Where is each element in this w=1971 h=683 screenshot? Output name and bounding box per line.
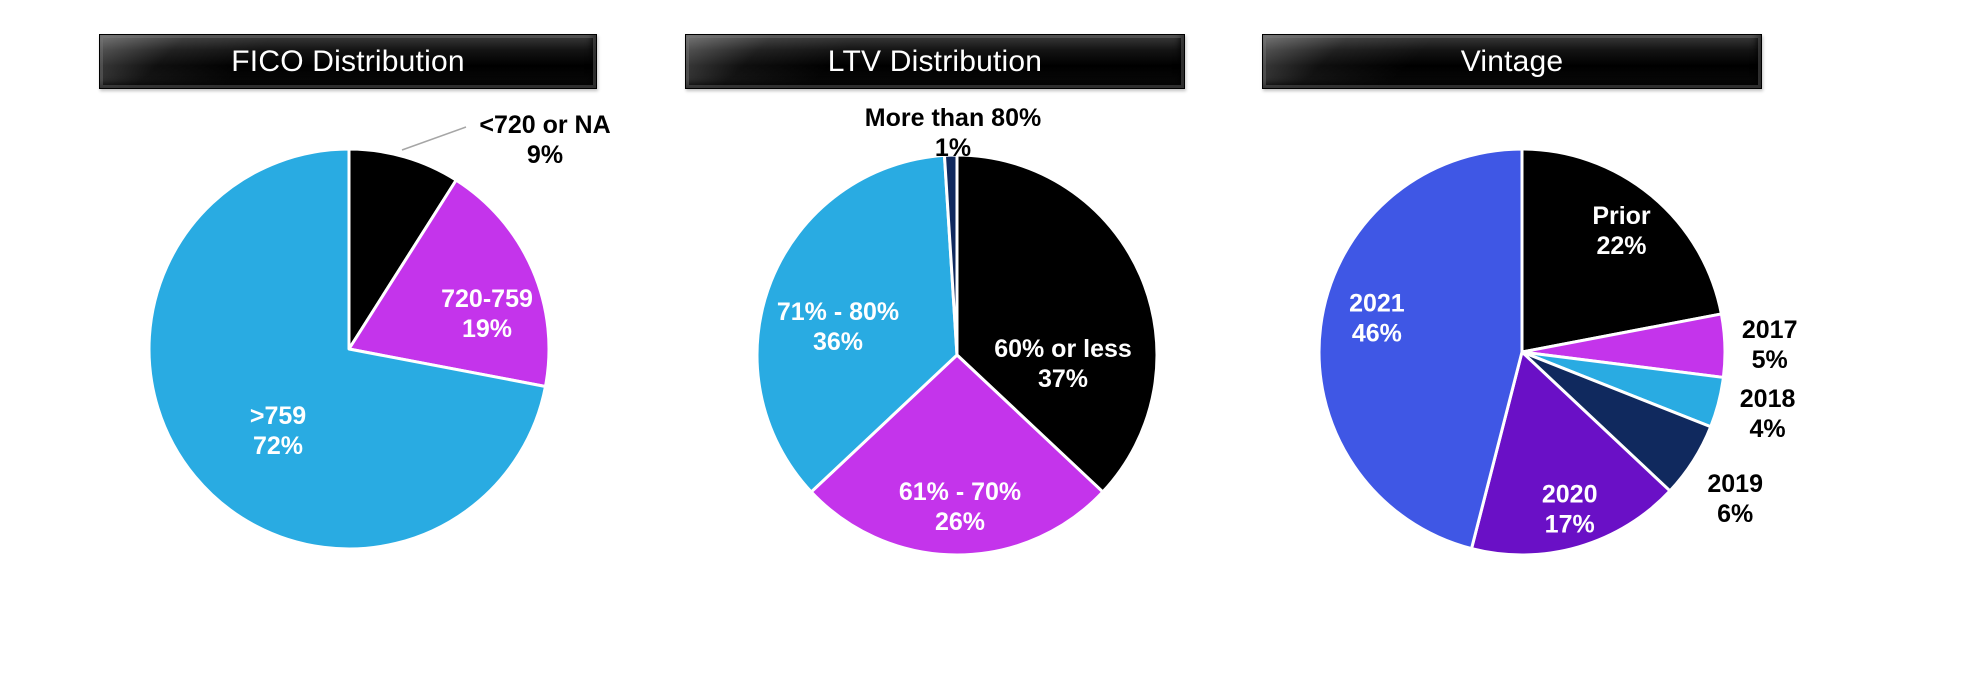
pie-2-label-4: 2020 17% xyxy=(1542,480,1598,538)
pie-2-slice-0 xyxy=(1520,147,1723,354)
pie-2-label-3: 2019 6% xyxy=(1707,470,1763,528)
chart-title-text: Vintage xyxy=(1460,44,1564,78)
pie-0-slice-0 xyxy=(347,147,458,351)
pie-1-label-2: 71% - 80% 36% xyxy=(777,298,899,356)
pie-2-slice-4 xyxy=(1470,350,1672,557)
pie-2-label-1: 2017 5% xyxy=(1742,316,1798,374)
pie-1-label-1: 61% - 70% 26% xyxy=(899,478,1021,536)
pie-0-slice-1 xyxy=(347,178,551,388)
pie-1-slice-0 xyxy=(955,153,1159,494)
pie-2-label-0: Prior 22% xyxy=(1592,202,1651,260)
pie-1-slice-2 xyxy=(755,153,959,494)
chart-title-text: LTV Distribution xyxy=(827,44,1043,78)
chart-title-fico-distribution: FICO Distribution xyxy=(99,34,597,89)
pie-1-label-3: More than 80% 1% xyxy=(865,104,1041,162)
chart-title-ltv-distribution: LTV Distribution xyxy=(685,34,1185,89)
pie-1-slice-3 xyxy=(942,153,959,357)
pie-1-slice-1 xyxy=(809,353,1105,557)
pie-2-slice-5 xyxy=(1317,147,1524,551)
chart-title-vintage: Vintage xyxy=(1262,34,1762,89)
pie-0-slice-2 xyxy=(147,147,547,551)
pie-0-label-0: <720 or NA 9% xyxy=(479,111,610,169)
pie-0-leader-line xyxy=(401,126,467,151)
pie-2-label-5: 2021 46% xyxy=(1349,290,1405,348)
pie-0-label-1: 720-759 19% xyxy=(441,285,533,343)
pie-1-label-0: 60% or less 37% xyxy=(994,335,1132,393)
chart-title-text: FICO Distribution xyxy=(231,44,465,78)
pie-2-label-2: 2018 4% xyxy=(1740,385,1796,443)
pie-0-label-2: >759 72% xyxy=(250,402,306,460)
